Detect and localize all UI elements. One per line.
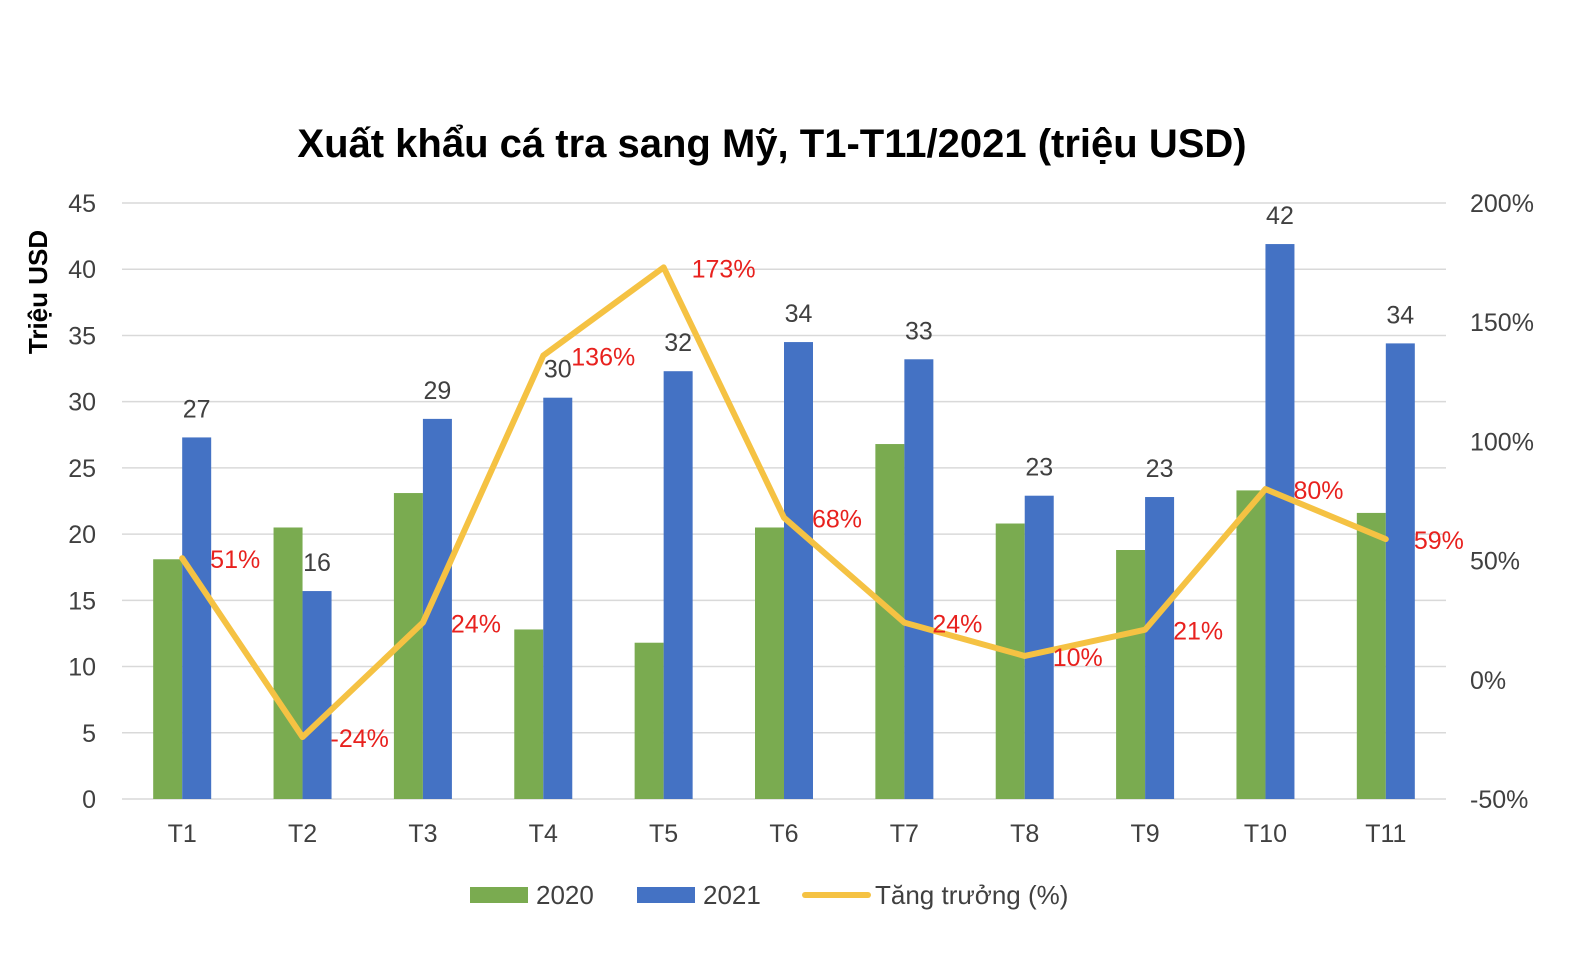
y2-tick-label: 50% [1470, 548, 1520, 576]
growth-label: -24% [331, 725, 389, 753]
y-tick-label: 10 [68, 654, 96, 682]
bars [153, 244, 1415, 799]
bar-2021 [1145, 497, 1175, 799]
bar-2021 [543, 397, 573, 799]
growth-label: 21% [1173, 618, 1223, 646]
category-labels: T1 T2 T3 T4 T5 T6 T7 T8 T9 T10 T11 [168, 820, 1407, 848]
bar-2021 [302, 591, 332, 799]
category-label: T7 [890, 820, 919, 848]
legend-label-2020: 2020 [536, 880, 594, 910]
y2-tick-label: 0% [1470, 667, 1506, 695]
growth-label: 10% [1053, 644, 1103, 672]
category-label: T5 [649, 820, 678, 848]
y2-tick-label: 100% [1470, 428, 1534, 456]
bar-2020 [273, 527, 303, 799]
bar-2021 [182, 437, 212, 799]
bar-2021-label: 16 [303, 549, 331, 577]
chart-title: Xuất khẩu cá tra sang Mỹ, T1-T11/2021 (t… [297, 122, 1246, 166]
category-label: T11 [1365, 820, 1406, 848]
bar-2021-label: 29 [424, 377, 452, 405]
growth-label: 51% [210, 546, 260, 574]
bar-2020 [995, 523, 1025, 799]
bar-2021-label: 23 [1146, 455, 1174, 483]
category-label: T8 [1010, 820, 1039, 848]
y-axis-title: Triệu USD [23, 230, 53, 354]
bar-2020 [1356, 512, 1386, 799]
bar-2021 [663, 371, 693, 799]
y-tick-label: 20 [68, 521, 96, 549]
y-tick-label: 15 [68, 587, 96, 615]
bar-2021-label: 34 [1386, 301, 1414, 329]
growth-label: 24% [932, 611, 982, 639]
category-label: T6 [769, 820, 798, 848]
bar-2021-label: 27 [183, 395, 211, 423]
right-axis-ticks: -50% 0% 50% 100% 150% 200% [1470, 190, 1534, 814]
bar-2021 [1024, 495, 1054, 799]
bar-2021-label: 23 [1025, 454, 1053, 482]
bar-2020 [1236, 490, 1266, 799]
bar-2021 [1265, 244, 1295, 799]
category-label: T10 [1244, 820, 1287, 848]
growth-line [179, 264, 1389, 741]
growth-label: 59% [1414, 527, 1464, 555]
bar-2021 [784, 342, 813, 799]
category-label: T2 [288, 820, 317, 848]
bar-2021-label: 34 [785, 300, 813, 328]
category-label: T1 [168, 820, 197, 848]
growth-label: 173% [692, 255, 756, 283]
bar-2021 [904, 359, 934, 799]
y-tick-label: 0 [82, 786, 96, 814]
y-tick-label: 35 [68, 322, 96, 350]
category-label: T3 [408, 820, 437, 848]
bar-2020 [755, 527, 784, 799]
bar-2021-label: 42 [1266, 202, 1294, 230]
y2-tick-label: 200% [1470, 190, 1534, 218]
bar-2021-label: 33 [905, 317, 933, 345]
y-tick-label: 25 [68, 455, 96, 483]
growth-label: 80% [1293, 477, 1343, 505]
data-labels: 27 16 29 30 32 34 33 23 23 42 34 51% -24% 24% 136% 173%… [183, 202, 1464, 753]
bar-2021-label: 30 [544, 356, 572, 384]
y2-tick-label: 150% [1470, 309, 1534, 337]
bar-2021-label: 32 [664, 329, 692, 357]
bar-2021 [1385, 343, 1415, 799]
y-tick-label: 30 [68, 389, 96, 417]
legend-swatch-2020 [470, 887, 528, 903]
bar-2020 [634, 642, 664, 799]
y-tick-label: 45 [68, 190, 96, 218]
y2-tick-label: -50% [1470, 786, 1528, 814]
left-axis-ticks: 0 5 10 15 20 25 30 35 40 45 [68, 190, 96, 814]
y-tick-label: 5 [82, 720, 96, 748]
y-tick-label: 40 [68, 256, 96, 284]
legend-swatch-2021 [637, 887, 695, 903]
bar-2020 [153, 559, 183, 799]
growth-line-path [179, 264, 1389, 741]
category-label: T4 [529, 820, 558, 848]
bar-2020 [1116, 550, 1146, 799]
legend-label-2021: 2021 [703, 880, 761, 910]
bar-2020 [514, 629, 544, 799]
growth-label: 68% [812, 506, 862, 534]
growth-label: 24% [451, 611, 501, 639]
legend: 2020 2021 Tăng trưởng (%) [470, 880, 1068, 910]
legend-label-growth: Tăng trưởng (%) [875, 880, 1068, 910]
growth-label: 136% [571, 344, 635, 372]
category-label: T9 [1130, 820, 1159, 848]
